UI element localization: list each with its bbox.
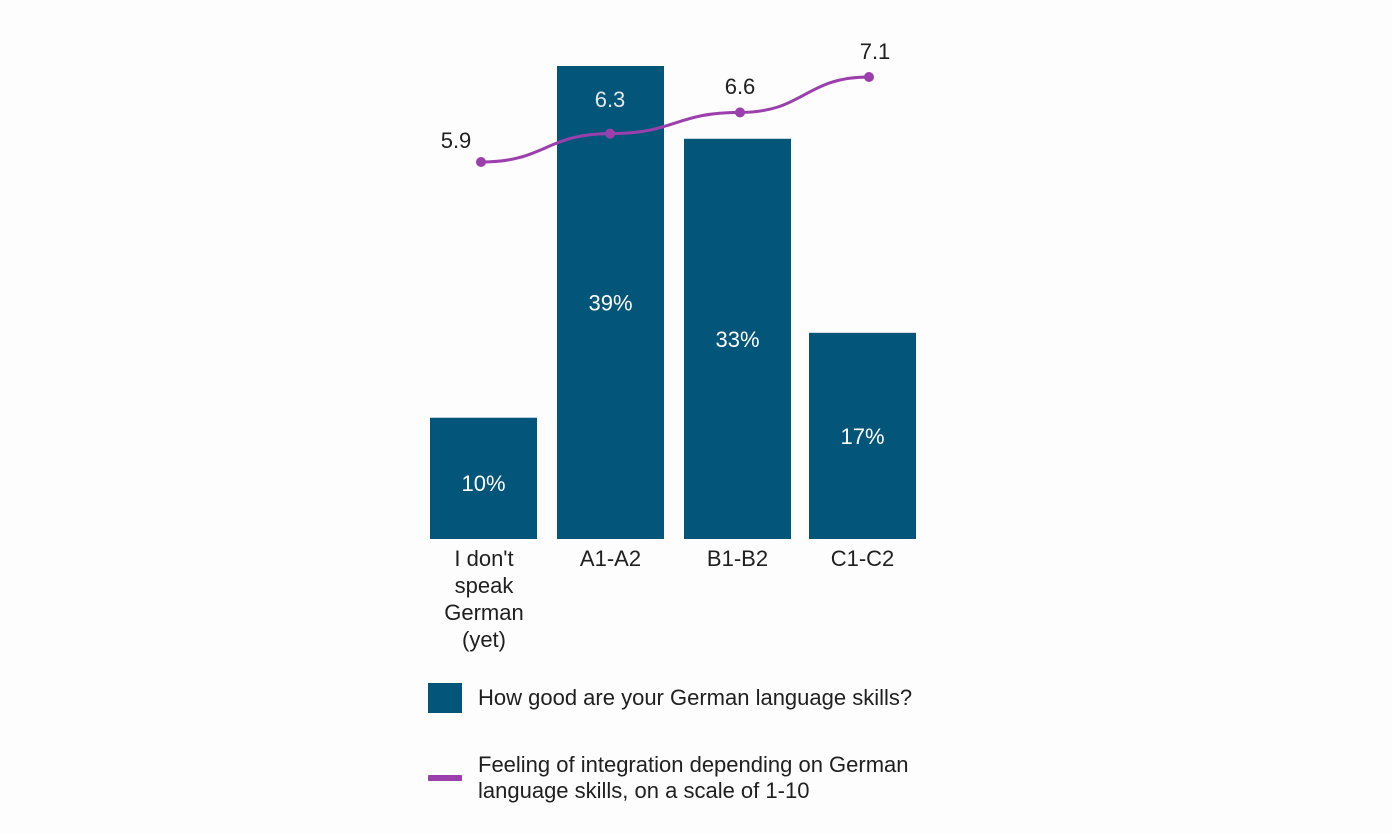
category-label-line: A1-A2	[580, 546, 641, 571]
line-value-label-3: 7.1	[860, 39, 891, 64]
line-point-2	[735, 107, 745, 118]
category-label-2: B1-B2	[707, 546, 768, 571]
bar-value-label-3: 17%	[840, 424, 884, 449]
bar-2	[684, 138, 791, 539]
line-point-3	[864, 72, 874, 82]
legend-swatch-bar	[428, 683, 462, 713]
line-value-label-2: 6.6	[725, 74, 756, 99]
line-point-1	[605, 128, 615, 139]
category-label-3: C1-C2	[831, 546, 895, 571]
legend-label-line: Feeling of integration depending on Germ…	[478, 752, 909, 803]
legend-item-bars: How good are your German language skills…	[428, 683, 988, 713]
category-label-line: speak	[455, 573, 515, 598]
category-label-line: B1-B2	[707, 546, 768, 571]
line-value-label-1: 6.3	[595, 87, 626, 112]
line-series-path	[480, 75, 870, 164]
legend-label-bars: How good are your German language skills…	[478, 685, 913, 710]
category-label-line: German	[444, 600, 523, 625]
bar-value-label-2: 33%	[715, 327, 759, 352]
bar-value-label-1: 39%	[588, 291, 632, 316]
bar-3	[809, 332, 916, 539]
bar-0	[430, 417, 537, 539]
category-label-1: A1-A2	[580, 546, 641, 571]
legend-swatch-line	[428, 775, 462, 781]
category-label-line: (yet)	[462, 627, 506, 652]
bar-1	[557, 66, 664, 539]
category-label-line: I don't	[454, 546, 513, 571]
category-label-line: C1-C2	[831, 546, 895, 571]
line-value-label-0: 5.9	[441, 128, 472, 153]
category-label-0: I don't speak German (yet)	[444, 546, 523, 652]
legend-item-line: Feeling of integration depending on Germ…	[428, 752, 988, 804]
bar-value-label-0: 10%	[461, 471, 505, 496]
line-point-0	[476, 157, 486, 167]
